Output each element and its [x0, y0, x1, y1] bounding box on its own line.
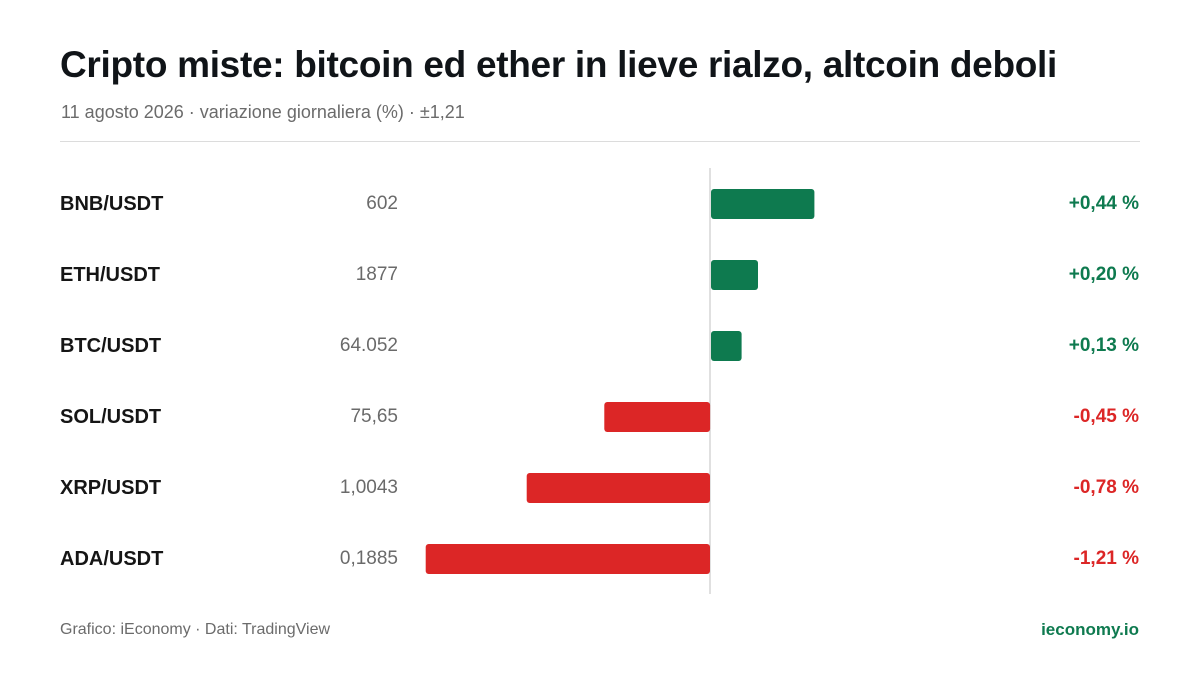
bar-sol-usdt: [604, 402, 711, 432]
chart-source: Grafico: iEconomy · Dati: TradingView: [60, 621, 331, 638]
brand-link[interactable]: ieconomy.io: [1041, 620, 1139, 639]
bar-xrp-usdt: [526, 473, 710, 503]
bar-btc-usdt: [711, 331, 742, 361]
header-divider: [60, 141, 1140, 142]
chart-subtitle: 11 agosto 2026 · variazione giornaliera …: [61, 102, 465, 122]
bar-bnb-usdt: [711, 189, 815, 219]
bar-eth-usdt: [711, 260, 758, 290]
chart-title: Cripto miste: bitcoin ed ether in lieve …: [60, 44, 1058, 85]
bar-ada-usdt: [425, 544, 710, 574]
